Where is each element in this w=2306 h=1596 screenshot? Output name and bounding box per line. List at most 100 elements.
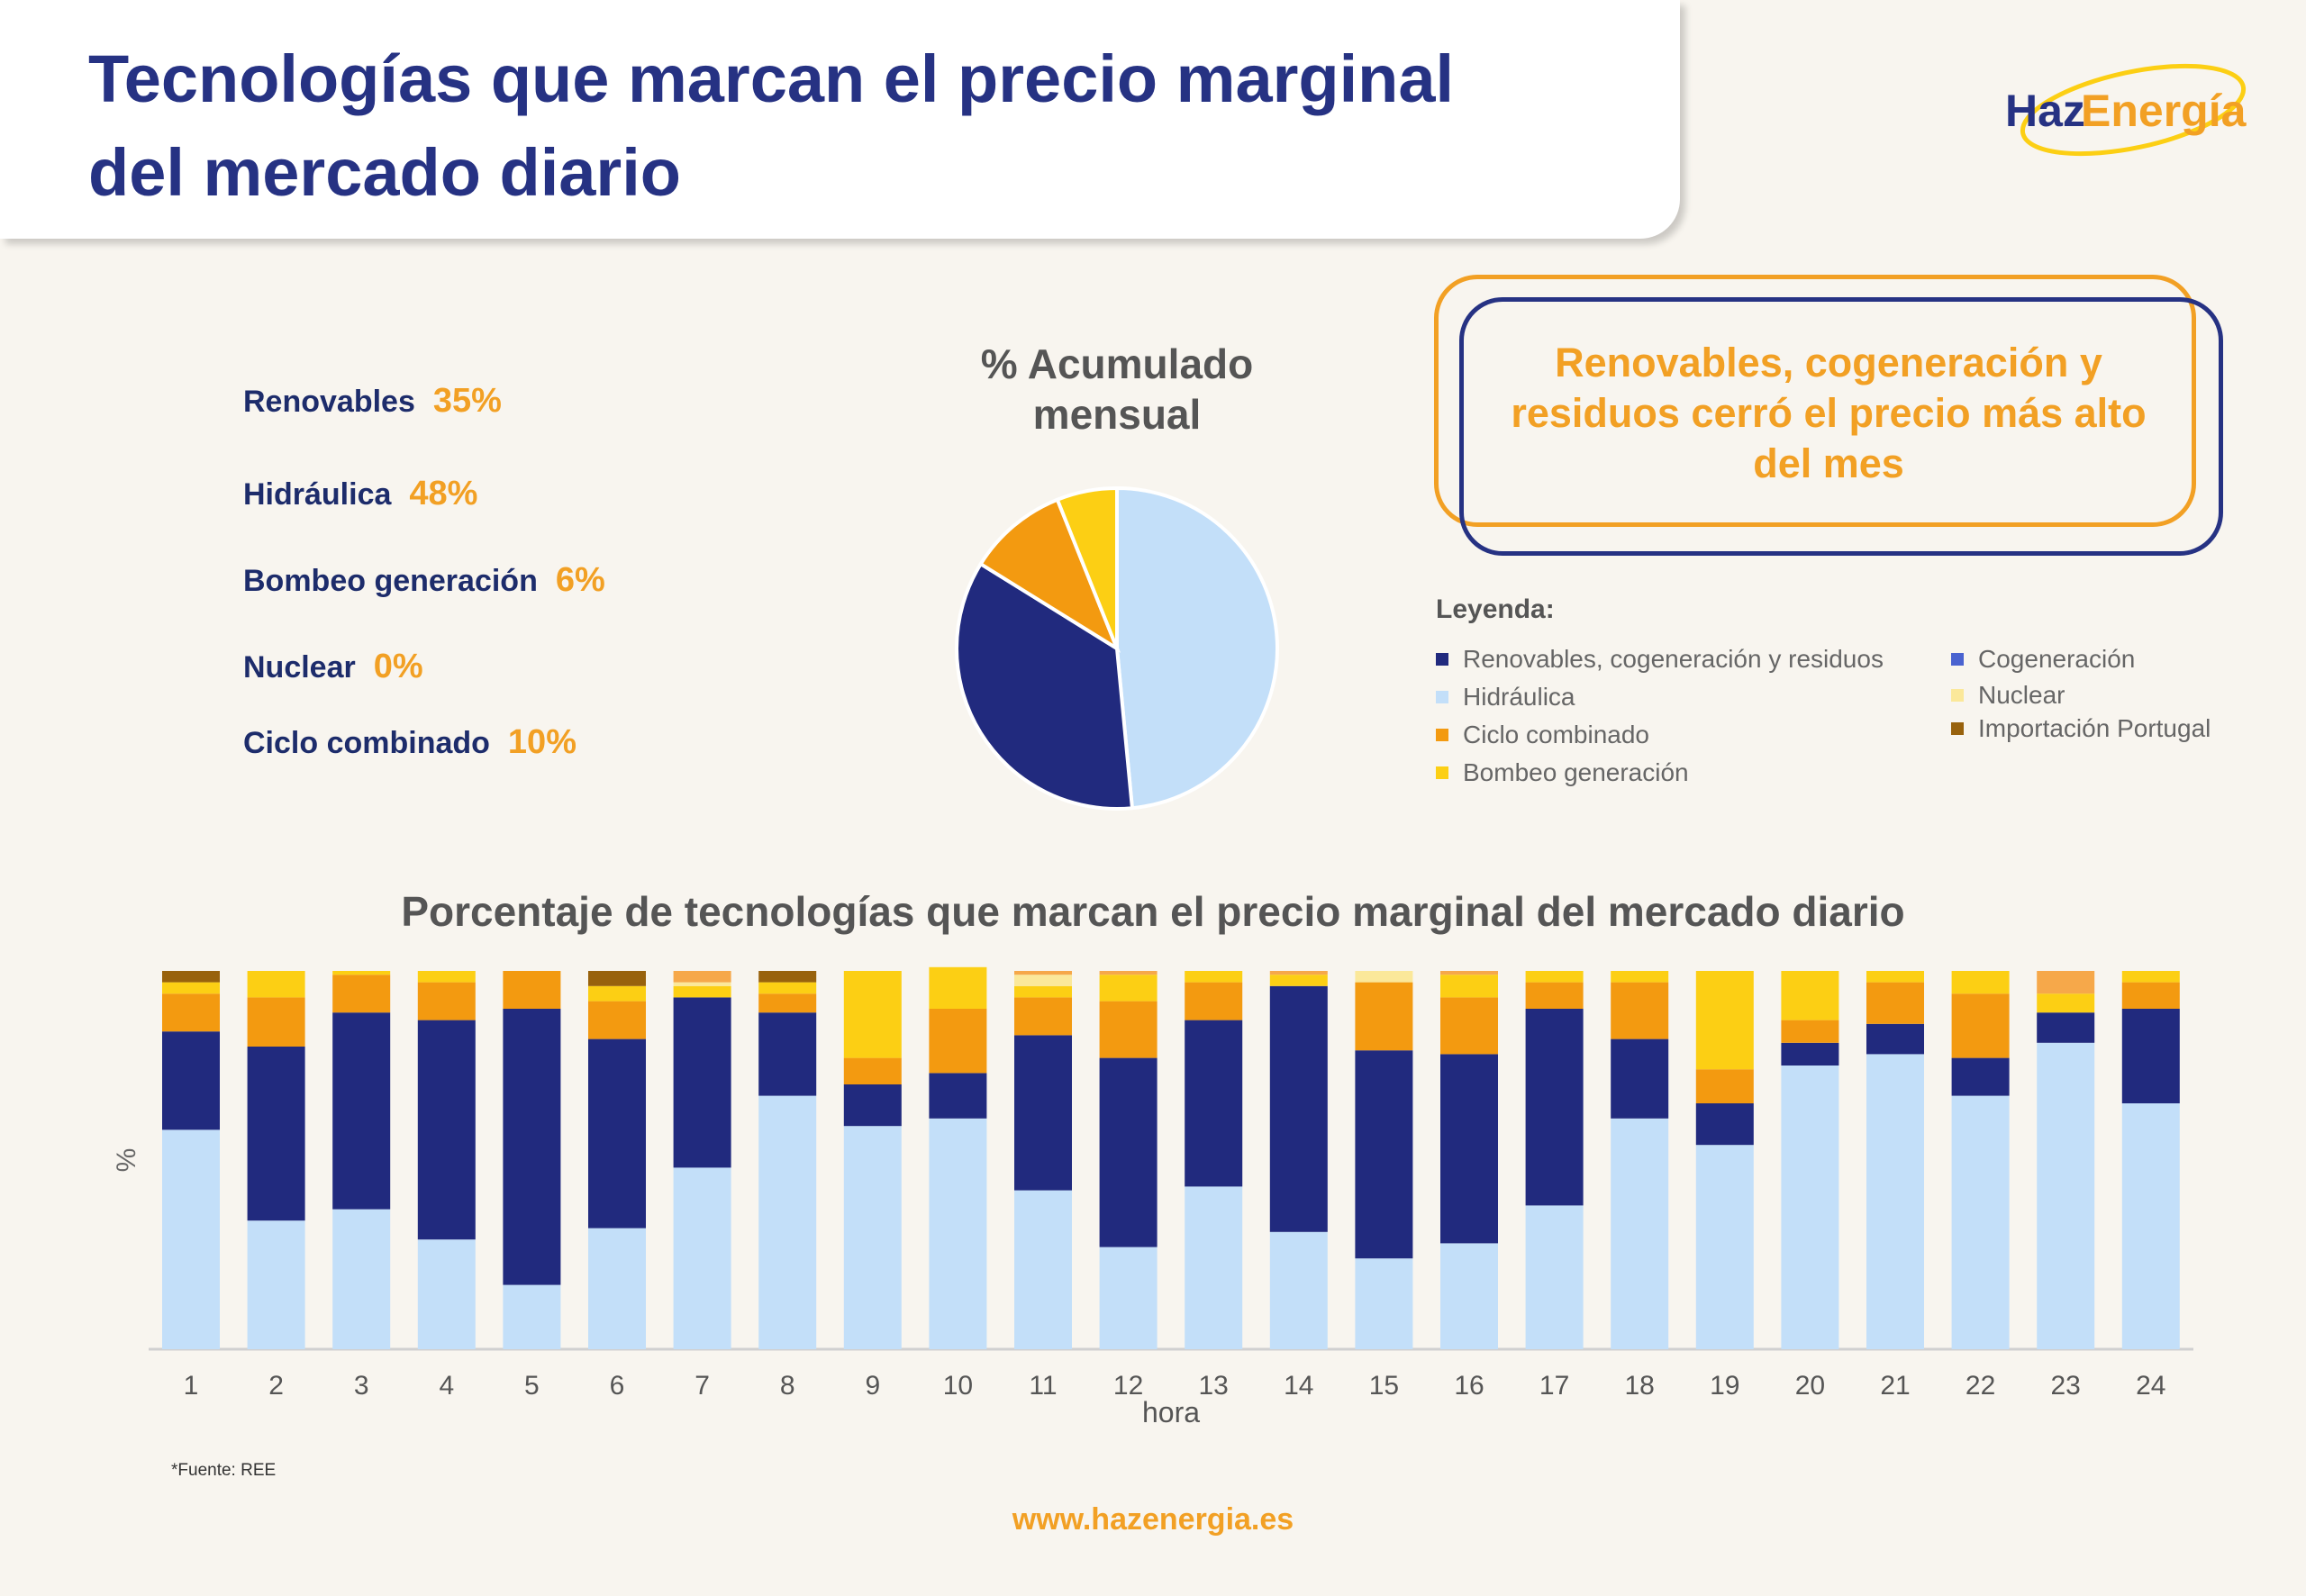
legend-swatch — [1436, 691, 1448, 703]
page-title: Tecnologías que marcan el precio margina… — [88, 32, 1454, 220]
stat-ciclo-combinado: Ciclo combinado 10% — [243, 723, 576, 762]
bar-segment — [1951, 971, 2010, 994]
stat-hidraulica: Hidráulica 48% — [243, 475, 477, 513]
bar-segment — [758, 993, 817, 1013]
bar-segment — [1014, 997, 1072, 1036]
bar-segment — [1014, 1190, 1072, 1349]
stat-value: 48% — [409, 475, 478, 512]
bar-segment — [2121, 982, 2180, 1009]
legend-swatch — [1436, 729, 1448, 741]
x-tick-label: 21 — [1880, 1371, 1910, 1401]
y-axis-label: % — [112, 1148, 141, 1173]
bar-segment — [247, 997, 305, 1047]
legend-item: Renovables, cogeneración y residuos — [1436, 645, 1884, 674]
legend-item: Hidráulica — [1436, 683, 1575, 712]
bar-segment — [1014, 1035, 1072, 1191]
x-tick-label: 20 — [1795, 1371, 1825, 1401]
bar-segment — [588, 1228, 646, 1349]
x-tick-label: 22 — [1966, 1371, 1995, 1401]
stat-renovables: Renovables 35% — [243, 382, 502, 421]
bar-segment — [758, 971, 817, 983]
bar-segment — [417, 982, 476, 1020]
callout-frame-orange — [1434, 275, 2196, 527]
bar-segment — [1951, 1095, 2010, 1349]
x-tick-label: 16 — [1454, 1371, 1484, 1401]
x-tick-label: 15 — [1369, 1371, 1399, 1401]
x-tick-label: 8 — [780, 1371, 795, 1401]
bar-segment — [1014, 971, 1072, 975]
bar-segment — [843, 1126, 902, 1349]
bar-segment — [1951, 993, 2010, 1058]
bar-segment — [758, 1095, 817, 1349]
x-tick-label: 12 — [1113, 1371, 1143, 1401]
x-tick-label: 19 — [1710, 1371, 1739, 1401]
bar-segment — [1355, 982, 1413, 1051]
bar-segment — [247, 1220, 305, 1349]
legend-label: Nuclear — [1978, 681, 2065, 709]
bar-segment — [2121, 971, 2180, 983]
legend-item: Bombeo generación — [1436, 758, 1689, 787]
bar-segment — [1695, 1145, 1754, 1349]
bar-segment — [1269, 985, 1328, 1232]
bar-segment — [247, 1047, 305, 1221]
stat-bombeo: Bombeo generación 6% — [243, 561, 605, 600]
pie-slice-hidr-ulica — [1115, 485, 1279, 811]
bar-segment — [503, 1009, 561, 1285]
x-tick-label: 24 — [2136, 1371, 2165, 1401]
x-tick-label: 23 — [2051, 1371, 2081, 1401]
legend-label: Hidráulica — [1463, 683, 1575, 711]
bar-segment — [1440, 1054, 1498, 1244]
bar-segment — [588, 1038, 646, 1229]
bar-segment — [1099, 1001, 1158, 1058]
website-link[interactable]: www.hazenergia.es — [1012, 1502, 1294, 1537]
bar-segment — [332, 1012, 391, 1210]
bar-segment — [1611, 1118, 1669, 1349]
bar-segment — [1695, 971, 1754, 1070]
header-panel: Tecnologías que marcan el precio margina… — [0, 0, 1680, 239]
x-tick-label: 1 — [184, 1371, 199, 1401]
hazenergia-logo: Haz Energía — [2005, 63, 2247, 157]
bar-segment — [2037, 993, 2095, 1013]
bar-segment — [1014, 985, 1072, 998]
x-tick-label: 6 — [610, 1371, 625, 1401]
legend-label: Bombeo generación — [1463, 758, 1689, 786]
bar-segment — [162, 1031, 220, 1130]
bar-segment — [1269, 971, 1328, 975]
callout-text: Renovables, cogeneración y residuos cerr… — [1511, 340, 2147, 486]
bar-segment — [503, 971, 561, 1009]
bar-segment — [929, 1073, 987, 1119]
x-tick-label: 3 — [354, 1371, 369, 1401]
bar-segment — [1099, 971, 1158, 975]
legend-label: Cogeneración — [1978, 645, 2136, 673]
bar-segment — [1185, 982, 1243, 1020]
bar-segment — [1440, 1243, 1498, 1349]
bar-segment — [673, 1167, 731, 1349]
bar-segment — [758, 1012, 817, 1096]
bar-segment — [1185, 1020, 1243, 1187]
pie-slice-bombeo-generaci-n — [1055, 485, 1119, 649]
bar-segment — [1185, 971, 1243, 983]
logo-text-haz: Haz — [2005, 86, 2085, 136]
bar-segment — [1269, 975, 1328, 986]
bar-segment — [1440, 975, 1498, 998]
bar-segment — [1355, 971, 1413, 983]
bar-segment — [1525, 971, 1584, 983]
bar-segment — [758, 982, 817, 994]
legend-swatch — [1436, 766, 1448, 779]
legend-swatch — [1951, 689, 1964, 702]
legend-title: Leyenda: — [1436, 594, 1555, 624]
stat-value: 0% — [373, 648, 423, 685]
bar-segment — [929, 966, 987, 1009]
stat-value: 10% — [507, 723, 576, 761]
legend-label: Importación Portugal — [1978, 714, 2211, 742]
bar-segment — [332, 975, 391, 1013]
stat-label: Renovables — [243, 385, 415, 419]
bar-segment — [1355, 1050, 1413, 1259]
bar-segment — [332, 971, 391, 975]
bar-segment — [1695, 1069, 1754, 1103]
callout-frame-navy — [1459, 297, 2223, 556]
bar-segment — [843, 1057, 902, 1084]
bar-segment — [2037, 1042, 2095, 1349]
bar-segment — [588, 985, 646, 1002]
page-title-line-2: del mercado diario — [88, 135, 681, 210]
